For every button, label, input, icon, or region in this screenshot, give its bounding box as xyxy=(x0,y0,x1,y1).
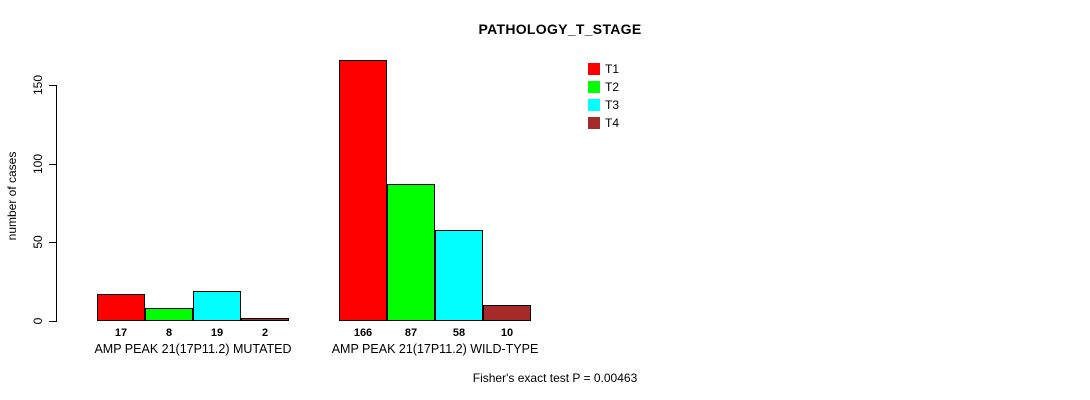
x-axis-group-label: AMP PEAK 21(17P11.2) WILD-TYPE xyxy=(331,342,539,356)
y-axis-tick-label: 50 xyxy=(31,235,45,249)
bar-value-label: 10 xyxy=(500,327,514,339)
bar-value-label: 58 xyxy=(452,327,466,339)
y-axis-tick-label: 0 xyxy=(31,317,45,325)
y-axis-line xyxy=(56,85,57,322)
y-axis-tick-label: 150 xyxy=(31,74,45,96)
bar-t2-group1 xyxy=(145,308,193,321)
bar-t2-group2 xyxy=(387,184,435,321)
legend-label: T1 xyxy=(605,62,620,76)
bar-t1-group1 xyxy=(97,294,145,321)
y-axis-tick xyxy=(49,242,56,243)
legend-swatch-t1 xyxy=(588,63,600,75)
bar-value-label: 166 xyxy=(353,327,373,339)
y-axis-label: number of cases xyxy=(5,151,19,241)
bar-value-label: 8 xyxy=(165,327,173,339)
legend-item-t2: T2 xyxy=(588,80,619,94)
bar-value-label: 2 xyxy=(261,327,269,339)
y-axis-tick xyxy=(49,164,56,165)
x-axis-group-label: AMP PEAK 21(17P11.2) MUTATED xyxy=(94,342,292,356)
legend-label: T2 xyxy=(605,80,620,94)
legend-item-t1: T1 xyxy=(588,62,619,76)
bar-t4-group2 xyxy=(483,305,531,321)
bar-value-label: 87 xyxy=(404,327,418,339)
legend-swatch-t3 xyxy=(588,99,600,111)
legend-swatch-t2 xyxy=(588,81,600,93)
legend-swatch-t4 xyxy=(588,117,600,129)
legend-label: T4 xyxy=(605,116,620,130)
legend-item-t4: T4 xyxy=(588,116,619,130)
bar-t3-group1 xyxy=(193,291,241,321)
bar-t3-group2 xyxy=(435,230,483,321)
chart-title: PATHOLOGY_T_STAGE xyxy=(478,21,642,37)
y-axis-tick xyxy=(49,85,56,86)
y-axis-tick xyxy=(49,321,56,322)
bar-t1-group2 xyxy=(339,60,387,321)
legend-label: T3 xyxy=(605,98,620,112)
fisher-test-annotation: Fisher's exact test P = 0.00463 xyxy=(472,371,638,385)
legend-item-t3: T3 xyxy=(588,98,619,112)
y-axis-tick-label: 100 xyxy=(31,153,45,175)
bar-value-label: 17 xyxy=(114,327,128,339)
bar-t4-group1 xyxy=(241,318,289,321)
bar-value-label: 19 xyxy=(210,327,224,339)
